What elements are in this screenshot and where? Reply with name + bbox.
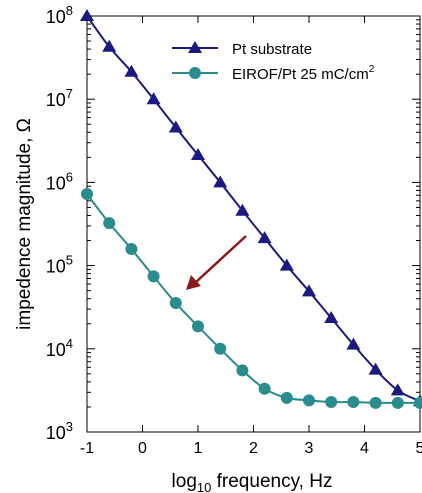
x-axis-title: log10 frequency, Hz [172, 471, 333, 493]
series-pt-substrate-point [235, 203, 250, 216]
x-tick-label: 2 [249, 440, 258, 457]
series-eirof-point [169, 297, 182, 310]
series-pt-substrate-point [191, 147, 205, 160]
arrow-head [186, 275, 201, 290]
legend-label-eirof: EIROF/Pt 25 mC/cm2 [232, 64, 375, 83]
series-eirof-point [103, 217, 116, 230]
series-pt-substrate-point [168, 120, 183, 133]
series-eirof-point [236, 364, 249, 377]
series-pt-substrate-point [213, 175, 228, 188]
series-layer [80, 9, 422, 409]
x-axis-title-log: log [172, 471, 197, 492]
series-pt-substrate-point [80, 9, 94, 21]
x-tick-label: 5 [416, 440, 422, 457]
series-eirof-point [325, 396, 338, 409]
series-eirof-point [258, 382, 271, 395]
series-eirof-point [81, 188, 93, 201]
series-eirof-point [369, 396, 382, 409]
series-pt-substrate-point [324, 311, 339, 324]
legend-item-eirof: EIROF/Pt 25 mC/cm2 [172, 64, 375, 83]
series-eirof-point [280, 391, 293, 404]
y-tick-label: 108 [46, 3, 73, 27]
legend-label-eirof-main: EIROF/Pt 25 mC/cm [232, 66, 369, 83]
x-axis-title-sub: 10 [197, 480, 211, 493]
x-axis-title-rest: frequency, Hz [211, 471, 332, 492]
series-eirof-point [125, 242, 138, 255]
y-tick-labels: 108 107 106 105 104 103 [46, 3, 73, 443]
legend-circle-icon [189, 67, 201, 79]
legend-label-pt: Pt substrate [232, 41, 312, 58]
x-tick-label: 0 [138, 440, 147, 457]
series-pt-substrate-point [368, 362, 383, 375]
x-tick-label: 3 [305, 440, 314, 457]
series-pt-substrate-point [257, 231, 272, 244]
legend-label-eirof-sup: 2 [369, 64, 375, 75]
series-pt-substrate-point [302, 284, 316, 297]
y-tick-label: 107 [46, 86, 73, 110]
x-tick-label: 4 [360, 440, 369, 457]
series-pt-substrate-point [390, 383, 405, 396]
series-pt-substrate-point [124, 64, 139, 77]
annotation-arrow [186, 235, 247, 290]
y-tick-label: 105 [46, 253, 73, 277]
y-tick-label: 103 [46, 419, 73, 443]
legend: Pt substrate EIROF/Pt 25 mC/cm2 [172, 41, 375, 83]
y-tick-label: 104 [46, 336, 73, 360]
legend-item-pt-substrate: Pt substrate [172, 41, 312, 58]
series-pt-substrate-point [102, 39, 117, 52]
y-tick-label: 106 [46, 169, 73, 193]
x-tick-labels: -1 0 1 2 3 4 5 [80, 440, 422, 457]
series-pt-substrate-point [279, 258, 294, 271]
series-pt-substrate-point [146, 92, 161, 105]
arrow-shaft [195, 235, 247, 283]
axis-ticks [86, 15, 421, 433]
legend-triangle-icon [188, 41, 202, 53]
y-axis-title: impedence magnitude, Ω [14, 118, 35, 330]
series-eirof-point [391, 396, 404, 409]
x-tick-label: -1 [80, 440, 94, 457]
series-eirof-point [347, 396, 360, 409]
x-tick-label: 1 [194, 440, 203, 457]
series-eirof-point [147, 270, 160, 283]
series-eirof-point [192, 320, 204, 333]
series-eirof-line [86, 193, 420, 404]
series-pt-substrate-line [86, 15, 421, 403]
series-eirof-point [414, 396, 422, 409]
series-eirof-point [303, 394, 315, 407]
series-eirof-point [214, 342, 227, 355]
series-pt-substrate-point [346, 337, 361, 350]
